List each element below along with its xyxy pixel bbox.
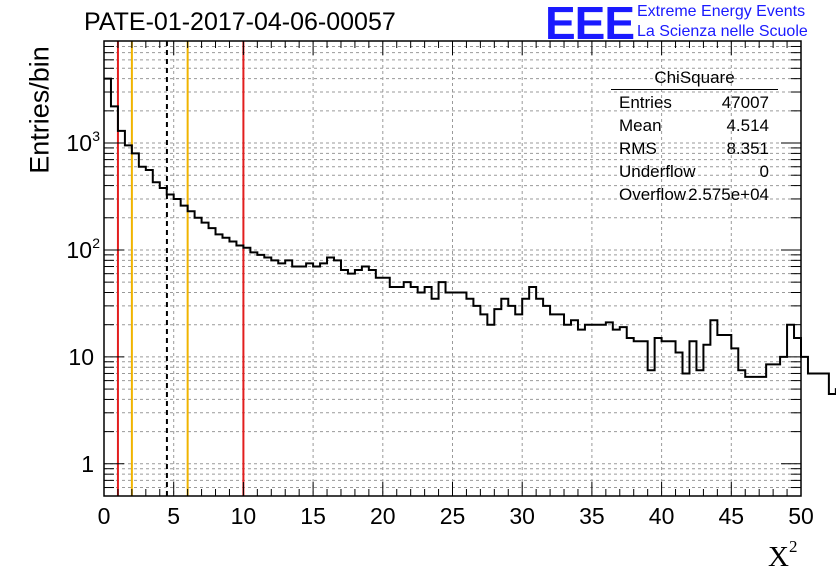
y-tick-label: 1 <box>81 451 94 477</box>
y-tick-label: 10 <box>68 344 94 370</box>
logo-line-1: Extreme Energy Events <box>637 3 806 20</box>
logo-line-2: La Scienza nelle Scuole <box>637 23 808 40</box>
logo-mark: EEE <box>545 0 635 49</box>
stats-value: 47007 <box>721 93 769 112</box>
stats-label: RMS <box>619 139 657 158</box>
stats-label: Overflow <box>619 185 687 204</box>
y-axis-label: Entries/bin <box>24 46 55 174</box>
x-tick-label: 0 <box>98 503 111 529</box>
x-tick-label: 30 <box>509 503 535 529</box>
x-tick-label: 10 <box>231 503 257 529</box>
x-tick-label: 15 <box>300 503 326 529</box>
stats-rule <box>611 89 778 90</box>
stats-label: Mean <box>619 116 662 135</box>
histogram-series <box>104 77 836 395</box>
y-tick-label: 10 <box>66 130 92 156</box>
stats-value: 0 <box>759 162 769 181</box>
stats-label: Entries <box>619 93 672 112</box>
x-axis: 0 5 10 15 20 25 30 35 40 45 50 <box>98 41 814 529</box>
reference-lines <box>116 41 245 496</box>
x-tick-label: 45 <box>719 503 745 529</box>
x-tick-label: 40 <box>649 503 675 529</box>
stats-label: Underflow <box>619 162 696 181</box>
x-axis-label: X2 <box>768 537 798 573</box>
x-tick-label: 25 <box>440 503 466 529</box>
x-tick-label: 50 <box>788 503 814 529</box>
x-tick-label: 20 <box>370 503 396 529</box>
y-tick-exponent: 2 <box>92 235 100 251</box>
stats-box: ChiSquare Entries 47007 Mean 4.514 RMS 8… <box>611 68 778 216</box>
stats-value: 8.351 <box>726 139 769 158</box>
x-tick-label: 5 <box>167 503 180 529</box>
y-tick-label: 10 <box>66 237 92 263</box>
y-tick-exponent: 3 <box>92 128 100 144</box>
chart-title: PATE-01-2017-04-06-00057 <box>84 8 396 36</box>
stats-value: 2.575e+04 <box>688 185 769 204</box>
grid-lines <box>103 40 802 497</box>
stats-value: 4.514 <box>726 116 769 135</box>
x-tick-label: 35 <box>579 503 605 529</box>
histogram-steps <box>104 77 836 395</box>
stats-title: ChiSquare <box>654 68 735 87</box>
